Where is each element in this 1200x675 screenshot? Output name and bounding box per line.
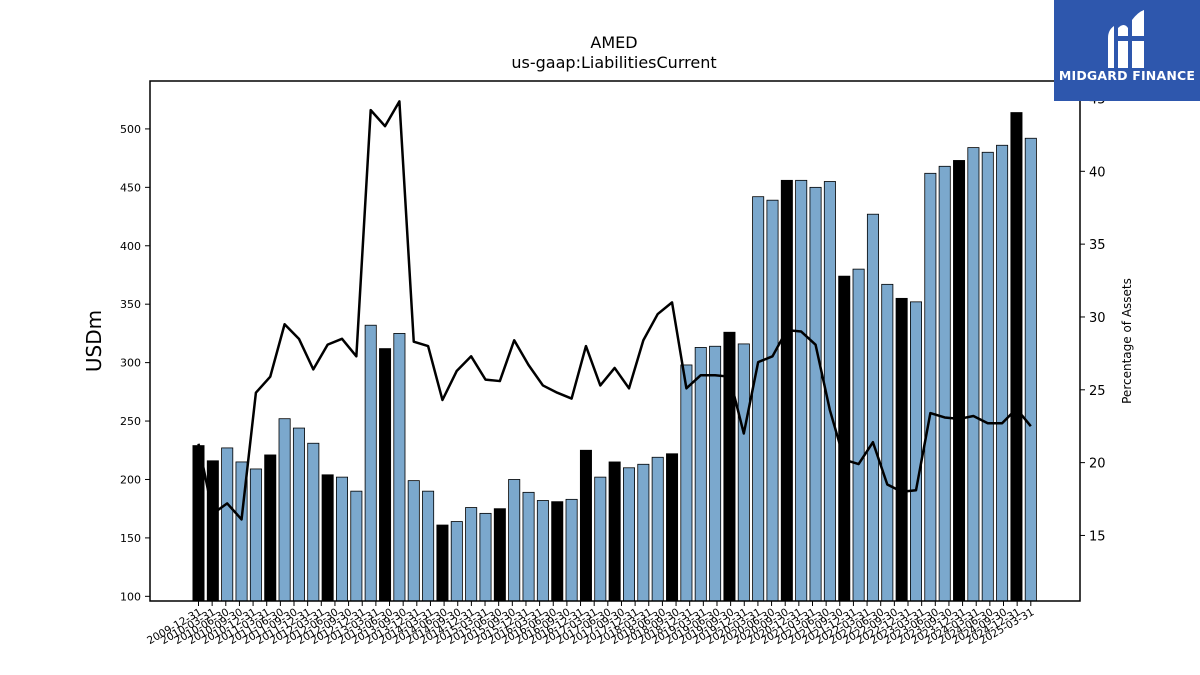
left-axis: 100 150 200 250 300 350 400 450 500 xyxy=(120,123,150,603)
bar xyxy=(1024,137,1037,602)
chart-subtitle: us-gaap:LiabilitiesCurrent xyxy=(511,53,716,72)
bar xyxy=(780,179,793,602)
y-tick-label: 150 xyxy=(120,532,141,545)
bar xyxy=(335,476,348,602)
bar xyxy=(967,147,980,602)
right-axis: 15202530354045 xyxy=(1080,92,1106,544)
line-layer xyxy=(197,100,1032,521)
y-tick-label: 400 xyxy=(120,240,141,253)
y-tick-label: 350 xyxy=(120,298,141,311)
bar xyxy=(594,476,607,602)
brand-name: MIDGARD FINANCE xyxy=(1058,68,1196,83)
bar xyxy=(709,345,722,602)
bar xyxy=(852,268,865,602)
bar xyxy=(278,418,291,602)
bar xyxy=(1010,112,1023,602)
y2-axis-label: Percentage of Assets xyxy=(1120,278,1134,404)
y-tick-label: 500 xyxy=(120,123,141,136)
bar xyxy=(981,151,994,602)
bar xyxy=(651,456,664,602)
bar xyxy=(249,468,262,602)
y2-tick-label: 25 xyxy=(1089,384,1106,399)
bar xyxy=(953,160,966,602)
bar xyxy=(264,454,277,602)
y-tick-label: 250 xyxy=(120,415,141,428)
plot-frame xyxy=(149,80,1081,602)
bar xyxy=(866,213,879,602)
percentage-line xyxy=(197,100,1032,521)
bar xyxy=(680,364,693,602)
chart-title: AMED xyxy=(590,33,637,52)
y-tick-label: 450 xyxy=(120,181,141,194)
y2-tick-label: 30 xyxy=(1089,311,1106,326)
bar xyxy=(694,347,707,602)
bar xyxy=(422,490,435,602)
bar xyxy=(996,144,1009,602)
bar xyxy=(565,498,578,602)
brand-logo: MIDGARD FINANCE xyxy=(1054,0,1200,101)
bar xyxy=(766,199,779,602)
y2-tick-label: 40 xyxy=(1089,165,1106,180)
bar xyxy=(536,500,549,602)
bar xyxy=(637,463,650,602)
y-tick-label: 200 xyxy=(120,473,141,486)
bar xyxy=(465,507,478,602)
bar xyxy=(436,524,449,602)
bar xyxy=(551,501,564,602)
bar xyxy=(479,512,492,602)
bar xyxy=(206,460,219,602)
bar xyxy=(910,301,923,602)
x-axis: 2009-12-312010-03-312010-06-302010-09-30… xyxy=(145,601,1036,647)
bar xyxy=(221,447,234,602)
y2-tick-label: 20 xyxy=(1089,457,1106,472)
bar xyxy=(737,343,750,602)
bar xyxy=(393,332,406,602)
y2-tick-label: 15 xyxy=(1089,529,1106,544)
y-tick-label: 300 xyxy=(120,357,141,370)
bar xyxy=(666,453,679,602)
bar xyxy=(579,449,592,602)
bar xyxy=(379,348,392,602)
bar xyxy=(350,490,363,602)
bar xyxy=(795,179,808,602)
bar xyxy=(938,165,951,602)
bar xyxy=(752,196,765,602)
bar xyxy=(364,324,377,602)
bar xyxy=(450,521,463,602)
bar xyxy=(508,479,521,602)
bar xyxy=(723,331,736,602)
bar xyxy=(522,491,535,602)
bar xyxy=(895,297,908,602)
bar xyxy=(838,275,851,602)
bar xyxy=(292,427,305,602)
bar xyxy=(608,461,621,602)
y2-tick-label: 35 xyxy=(1089,238,1106,253)
midgard-logo-icon xyxy=(1108,10,1144,68)
bar xyxy=(809,186,822,602)
bars-layer xyxy=(192,112,1037,602)
bar xyxy=(924,172,937,602)
y-tick-label: 100 xyxy=(120,590,141,603)
bar xyxy=(407,480,420,602)
bar xyxy=(307,442,320,602)
bar xyxy=(493,508,506,602)
y-axis-label: USDm xyxy=(82,310,106,372)
bar xyxy=(623,467,636,602)
bar xyxy=(321,474,334,602)
bar xyxy=(881,283,894,602)
